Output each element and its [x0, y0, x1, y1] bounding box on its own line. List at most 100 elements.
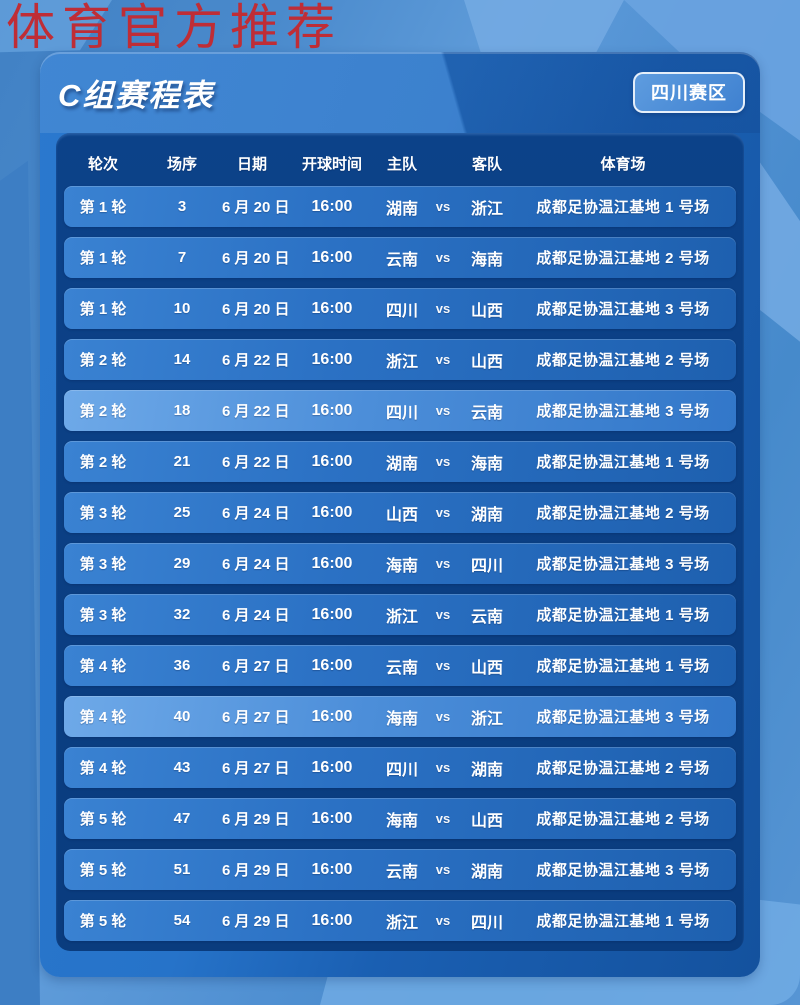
cell-home-team: 云南 [385, 659, 418, 677]
cell-round: 第 1 轮 [79, 199, 127, 216]
vs-label: vs [435, 709, 451, 724]
cell-kickoff: 16:00 [311, 809, 353, 827]
cell-home-team: 浙江 [385, 353, 418, 371]
cell-away-team: 山西 [470, 353, 503, 371]
cell-match-no: 10 [173, 300, 191, 317]
cell-kickoff: 16:00 [311, 248, 353, 266]
cell-home-team: 山西 [385, 506, 418, 524]
cell-match-no: 7 [177, 249, 187, 266]
cell-match-no: 54 [173, 912, 191, 929]
cell-match-no: 18 [173, 402, 191, 419]
cell-away-team: 湖南 [470, 506, 503, 524]
cell-match-no: 29 [173, 555, 191, 572]
table-row: 第 3 轮 25 6 月 24 日 16:00 山西 vs 湖南 成都足协温江基… [64, 492, 736, 533]
cell-kickoff: 16:00 [311, 197, 353, 215]
cell-home-team: 浙江 [385, 914, 418, 932]
table-row: 第 2 轮 14 6 月 22 日 16:00 浙江 vs 山西 成都足协温江基… [64, 339, 736, 380]
cell-venue: 成都足协温江基地 3 号场 [536, 301, 710, 318]
cell-away-team: 浙江 [470, 710, 503, 728]
cell-date: 6 月 29 日 [222, 811, 290, 828]
cell-match-no: 47 [173, 810, 191, 827]
cell-home-team: 四川 [385, 404, 418, 422]
table-row: 第 3 轮 29 6 月 24 日 16:00 海南 vs 四川 成都足协温江基… [64, 543, 736, 584]
cell-venue: 成都足协温江基地 3 号场 [536, 403, 710, 420]
schedule-table: 轮次 场序 日期 开球时间 主队 客队 体育场 第 1 轮 3 6 月 20 日… [56, 133, 744, 951]
cell-round: 第 3 轮 [79, 556, 127, 573]
cell-home-team: 四川 [385, 761, 418, 779]
cell-kickoff: 16:00 [311, 503, 353, 521]
cell-away-team: 四川 [470, 557, 503, 575]
cell-kickoff: 16:00 [311, 707, 353, 725]
table-row: 第 4 轮 40 6 月 27 日 16:00 海南 vs 浙江 成都足协温江基… [64, 696, 736, 737]
column-header-round: 轮次 [87, 155, 118, 173]
cell-away-team: 云南 [470, 404, 503, 422]
column-header-home: 主队 [386, 155, 417, 173]
cell-home-team: 湖南 [385, 200, 418, 218]
cell-date: 6 月 22 日 [222, 352, 290, 369]
cell-away-team: 海南 [470, 455, 503, 473]
vs-label: vs [435, 760, 451, 775]
table-row: 第 1 轮 3 6 月 20 日 16:00 湖南 vs 浙江 成都足协温江基地… [64, 186, 736, 227]
vs-label: vs [435, 199, 451, 214]
cell-round: 第 4 轮 [79, 658, 127, 675]
cell-round: 第 2 轮 [79, 403, 127, 420]
cell-kickoff: 16:00 [311, 656, 353, 674]
cell-kickoff: 16:00 [311, 860, 353, 878]
cell-venue: 成都足协温江基地 1 号场 [536, 658, 710, 675]
cell-match-no: 43 [173, 759, 191, 776]
vs-label: vs [435, 403, 451, 418]
cell-date: 6 月 20 日 [222, 301, 290, 318]
table-row: 第 5 轮 54 6 月 29 日 16:00 浙江 vs 四川 成都足协温江基… [64, 900, 736, 941]
cell-match-no: 32 [173, 606, 191, 623]
cell-date: 6 月 20 日 [222, 199, 290, 216]
cell-venue: 成都足协温江基地 2 号场 [536, 250, 710, 267]
table-row: 第 4 轮 36 6 月 27 日 16:00 云南 vs 山西 成都足协温江基… [64, 645, 736, 686]
cell-match-no: 40 [173, 708, 191, 725]
cell-venue: 成都足协温江基地 2 号场 [536, 811, 710, 828]
column-header-away: 客队 [471, 155, 502, 173]
cell-date: 6 月 24 日 [222, 556, 290, 573]
vs-label: vs [435, 607, 451, 622]
page-title: C组赛程表 [58, 78, 215, 113]
cell-home-team: 云南 [385, 251, 418, 269]
cell-date: 6 月 22 日 [222, 403, 290, 420]
column-header-date: 日期 [236, 155, 267, 173]
cell-venue: 成都足协温江基地 1 号场 [536, 607, 710, 624]
cell-home-team: 四川 [385, 302, 418, 320]
vs-label: vs [435, 454, 451, 469]
cell-home-team: 云南 [385, 863, 418, 881]
cell-venue: 成都足协温江基地 2 号场 [536, 352, 710, 369]
vs-label: vs [435, 250, 451, 265]
table-row: 第 5 轮 47 6 月 29 日 16:00 海南 vs 山西 成都足协温江基… [64, 798, 736, 839]
table-header-row: 轮次 场序 日期 开球时间 主队 客队 体育场 [64, 140, 736, 186]
cell-away-team: 四川 [470, 914, 503, 932]
cell-kickoff: 16:00 [311, 401, 353, 419]
cell-away-team: 浙江 [470, 200, 503, 218]
cell-round: 第 2 轮 [79, 454, 127, 471]
cell-away-team: 湖南 [470, 761, 503, 779]
cell-home-team: 湖南 [385, 455, 418, 473]
table-row: 第 1 轮 10 6 月 20 日 16:00 四川 vs 山西 成都足协温江基… [64, 288, 736, 329]
cell-kickoff: 16:00 [311, 758, 353, 776]
cell-match-no: 25 [173, 504, 191, 521]
vs-label: vs [435, 811, 451, 826]
vs-label: vs [435, 301, 451, 316]
vs-label: vs [435, 862, 451, 877]
cell-date: 6 月 22 日 [222, 454, 290, 471]
vs-label: vs [435, 352, 451, 367]
card-header: C组赛程表 四川赛区 [40, 52, 760, 133]
cell-round: 第 5 轮 [79, 862, 127, 879]
cell-away-team: 海南 [470, 251, 503, 269]
cell-date: 6 月 27 日 [222, 658, 290, 675]
schedule-rows: 第 1 轮 3 6 月 20 日 16:00 湖南 vs 浙江 成都足协温江基地… [64, 186, 736, 941]
table-row: 第 2 轮 18 6 月 22 日 16:00 四川 vs 云南 成都足协温江基… [64, 390, 736, 431]
schedule-card: C组赛程表 四川赛区 轮次 场序 日期 开球时间 主队 客队 体育场 第 1 轮… [40, 52, 760, 977]
cell-round: 第 5 轮 [79, 913, 127, 930]
cell-round: 第 3 轮 [79, 607, 127, 624]
cell-venue: 成都足协温江基地 2 号场 [536, 505, 710, 522]
cell-date: 6 月 29 日 [222, 913, 290, 930]
cell-away-team: 云南 [470, 608, 503, 626]
vs-label: vs [435, 556, 451, 571]
vs-label: vs [435, 505, 451, 520]
cell-home-team: 海南 [385, 557, 418, 575]
